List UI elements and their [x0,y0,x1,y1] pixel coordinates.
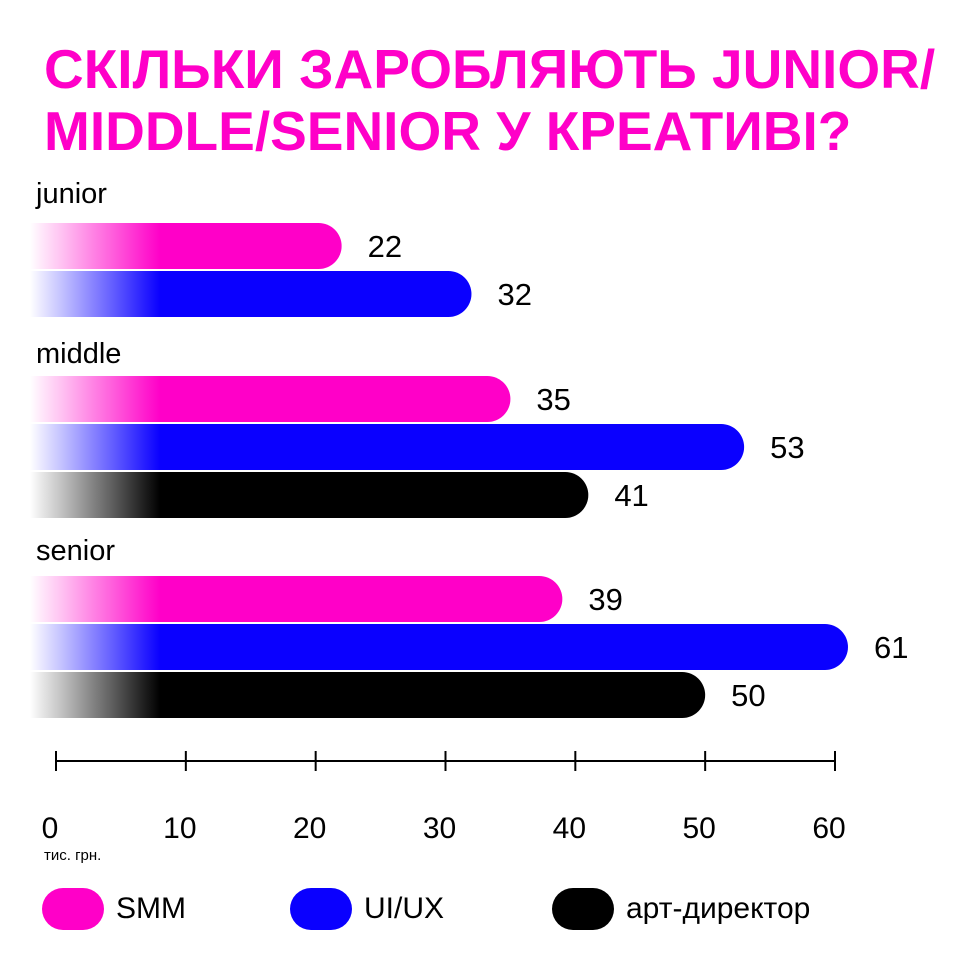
x-tick-label-30: 30 [423,812,456,845]
chart-title: СКІЛЬКИ ЗАРОБЛЯЮТЬ JUNIOR/ MIDDLE/SENIOR… [44,38,944,162]
value-label-middle-uiux: 53 [770,430,804,465]
bar-senior-art-director [30,672,706,718]
bar-middle-art-director [30,472,589,518]
value-label-senior-smm: 39 [588,582,622,617]
bar-senior-smm [30,576,563,622]
legend-label-uiux: UI/UX [364,892,445,925]
legend-item-uiux: UI/UX [290,886,444,932]
bar-junior-smm [30,223,342,269]
legend-swatch-art-director [552,888,614,930]
chart-title-line-2: MIDDLE/SENIOR У КРЕАТИВІ? [44,100,852,162]
value-label-middle-art-director: 41 [614,478,648,513]
legend-item-art-director: арт-директор [552,886,810,932]
group-label-middle: middle [36,338,121,370]
value-label-senior-uiux: 61 [874,630,908,665]
x-axis: 0 10 20 30 40 50 60 [42,751,846,845]
bar-senior-uiux [30,624,848,670]
chart-title-line-1: СКІЛЬКИ ЗАРОБЛЯЮТЬ JUNIOR/ [44,38,936,100]
unit-label: тис. грн. [44,847,101,864]
legend-label-smm: SMM [116,892,186,925]
x-tick-label-60: 60 [812,812,845,845]
bars-layer: junior 22 32 middle 35 53 41 senior 39 61 50 [30,178,908,718]
value-label-middle-smm: 35 [536,382,570,417]
value-label-senior-art-director: 50 [731,678,765,713]
x-tick-label-50: 50 [682,812,715,845]
bar-middle-uiux [30,424,745,470]
legend-swatch-smm [42,888,104,930]
bar-junior-uiux [30,271,472,317]
group-label-senior: senior [36,535,115,567]
legend-label-art-director: арт-директор [626,892,811,925]
legend-swatch-uiux [290,888,352,930]
legend-item-smm: SMM [42,886,186,932]
x-tick-label-0: 0 [42,812,59,845]
group-label-junior: junior [35,178,107,210]
x-tick-label-10: 10 [163,812,196,845]
x-tick-label-20: 20 [293,812,326,845]
bar-chart: junior 22 32 middle 35 53 41 senior 39 61 50 0 10 20… [30,178,908,864]
x-tick-label-40: 40 [553,812,586,845]
bar-middle-smm [30,376,511,422]
value-label-junior-smm: 22 [368,229,402,264]
value-label-junior-uiux: 32 [497,277,531,312]
